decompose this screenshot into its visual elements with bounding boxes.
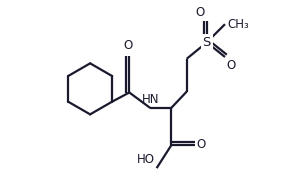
Text: HO: HO <box>137 153 155 166</box>
Text: O: O <box>196 6 205 19</box>
Text: O: O <box>227 59 236 72</box>
Text: O: O <box>197 138 206 151</box>
Text: S: S <box>203 36 211 49</box>
Text: HN: HN <box>141 93 159 106</box>
Text: O: O <box>124 39 133 52</box>
Text: CH₃: CH₃ <box>228 18 249 31</box>
